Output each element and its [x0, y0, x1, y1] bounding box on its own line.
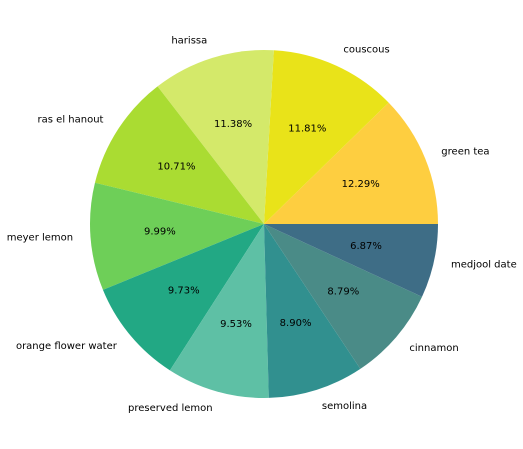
category-label-preserved-lemon: preserved lemon — [128, 403, 213, 414]
category-label-semolina: semolina — [322, 401, 367, 412]
category-label-couscous: couscous — [343, 44, 389, 55]
category-label-medjool-date: medjool date — [451, 259, 517, 270]
pie-slice-ras-el-hanout — [94, 86, 265, 224]
percent-label-couscous: 11.81% — [288, 124, 326, 135]
category-label-orange-flower-water: orange flower water — [16, 341, 118, 352]
pie-slice-harissa — [157, 50, 274, 224]
percent-label-cinnamon: 8.79% — [327, 286, 359, 297]
pie-slice-orange-flower-water — [102, 224, 264, 371]
pie-slices — [89, 50, 438, 398]
percent-label-orange-flower-water: 9.73% — [168, 285, 200, 296]
percent-label-semolina: 8.90% — [280, 318, 312, 329]
pie-slice-couscous — [264, 50, 389, 224]
pie-slice-preserved-lemon — [169, 224, 269, 398]
pie-labels: 12.29% green tea 11.81% couscous 11.38% haris… — [7, 36, 517, 414]
pie-slice-cinnamon — [264, 224, 423, 369]
category-label-green-tea: green tea — [441, 146, 489, 157]
percent-label-medjool-date: 6.87% — [350, 241, 382, 252]
pie-slice-semolina — [264, 224, 361, 398]
percent-label-meyer-lemon: 9.99% — [144, 226, 176, 237]
percent-label-ras-el-hanout: 10.71% — [157, 162, 195, 173]
percent-label-harissa: 11.38% — [214, 119, 252, 130]
percent-label-preserved-lemon: 9.53% — [220, 319, 252, 330]
pie-slice-meyer-lemon — [89, 182, 265, 290]
category-label-ras-el-hanout: ras el hanout — [38, 114, 104, 125]
category-label-meyer-lemon: meyer lemon — [7, 233, 73, 244]
category-label-cinnamon: cinnamon — [409, 343, 458, 354]
category-label-harissa: harissa — [171, 36, 207, 47]
percent-label-green-tea: 12.29% — [342, 179, 380, 190]
pie-slice-green-tea — [264, 102, 438, 224]
pie-slice-medjool-date — [264, 224, 438, 297]
